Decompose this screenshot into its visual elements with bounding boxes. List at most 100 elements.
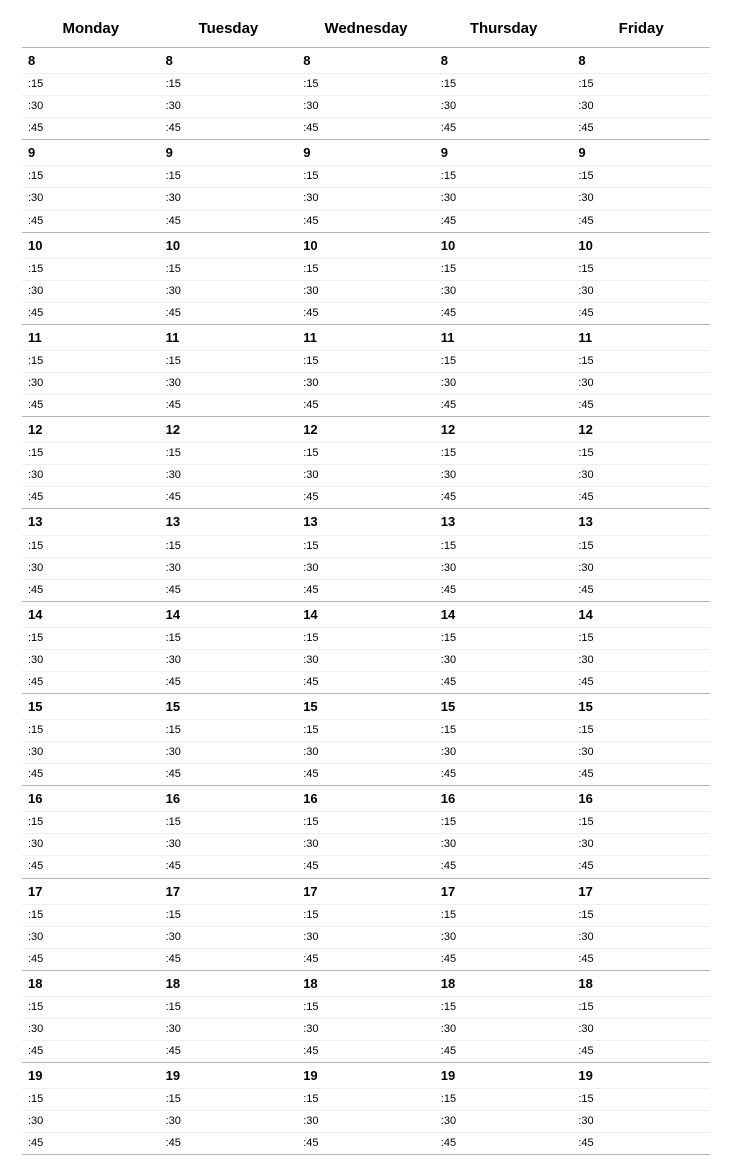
minute-label: :45: [435, 1133, 573, 1154]
minute-row: :15:15:15:15:15: [22, 443, 710, 465]
minute-label: :45: [297, 949, 435, 970]
hour-label: 9: [572, 140, 710, 165]
minute-label: :15: [160, 443, 298, 464]
minute-label: :15: [572, 812, 710, 833]
minute-label: :45: [572, 303, 710, 324]
minute-label: :15: [22, 1089, 160, 1110]
hour-label: 16: [572, 786, 710, 811]
minute-label: :45: [435, 118, 573, 139]
minute-label: :45: [22, 1133, 160, 1154]
minute-row: :15:15:15:15:15: [22, 812, 710, 834]
hour-label: 12: [435, 417, 573, 442]
day-header: Thursday: [435, 14, 573, 47]
minute-label: :15: [160, 536, 298, 557]
hour-label: 17: [160, 879, 298, 904]
minute-row: :15:15:15:15:15: [22, 905, 710, 927]
hour-block: 1111111111:15:15:15:15:15:30:30:30:30:30…: [22, 325, 710, 417]
minute-label: :45: [297, 580, 435, 601]
minute-label: :15: [22, 536, 160, 557]
minute-row: :45:45:45:45:45: [22, 303, 710, 324]
minute-row: :45:45:45:45:45: [22, 856, 710, 877]
minute-label: :15: [22, 997, 160, 1018]
hour-label: 17: [22, 879, 160, 904]
minute-label: :45: [160, 303, 298, 324]
hour-row: 1212121212: [22, 417, 710, 443]
hour-label: 13: [22, 509, 160, 534]
minute-label: :15: [435, 628, 573, 649]
hour-label: 14: [297, 602, 435, 627]
hour-label: 16: [160, 786, 298, 811]
hour-block: 1212121212:15:15:15:15:15:30:30:30:30:30…: [22, 417, 710, 509]
minute-label: :45: [22, 949, 160, 970]
minute-label: :45: [572, 1041, 710, 1062]
minute-row: :15:15:15:15:15: [22, 628, 710, 650]
hour-block: 1515151515:15:15:15:15:15:30:30:30:30:30…: [22, 694, 710, 786]
minute-label: :45: [435, 303, 573, 324]
minute-label: :45: [297, 764, 435, 785]
minute-label: :30: [22, 1111, 160, 1132]
hour-block: 1313131313:15:15:15:15:15:30:30:30:30:30…: [22, 509, 710, 601]
minute-label: :45: [160, 1133, 298, 1154]
hour-label: 19: [435, 1063, 573, 1088]
minute-label: :15: [572, 1089, 710, 1110]
minute-label: :15: [435, 1089, 573, 1110]
minute-label: :45: [297, 395, 435, 416]
minute-label: :15: [297, 812, 435, 833]
minute-row: :30:30:30:30:30: [22, 281, 710, 303]
minute-label: :30: [22, 188, 160, 209]
hour-label: 13: [297, 509, 435, 534]
hour-label: 9: [297, 140, 435, 165]
minute-label: :15: [22, 720, 160, 741]
minute-row: :30:30:30:30:30: [22, 650, 710, 672]
hour-block: 1919191919:15:15:15:15:15:30:30:30:30:30…: [22, 1063, 710, 1155]
minute-label: :45: [160, 395, 298, 416]
hour-block: 99999:15:15:15:15:15:30:30:30:30:30:45:4…: [22, 140, 710, 232]
hour-label: 16: [435, 786, 573, 811]
hour-label: 15: [297, 694, 435, 719]
minute-label: :45: [297, 118, 435, 139]
minute-label: :15: [297, 628, 435, 649]
hour-label: 19: [297, 1063, 435, 1088]
minute-label: :15: [22, 628, 160, 649]
minute-label: :45: [22, 580, 160, 601]
minute-label: :15: [297, 351, 435, 372]
minute-label: :15: [297, 259, 435, 280]
hour-label: 9: [160, 140, 298, 165]
minute-label: :30: [22, 465, 160, 486]
minute-label: :45: [22, 764, 160, 785]
minute-label: :45: [297, 487, 435, 508]
minute-row: :15:15:15:15:15: [22, 1089, 710, 1111]
minute-label: :15: [22, 812, 160, 833]
minute-label: :30: [435, 742, 573, 763]
minute-label: :45: [297, 211, 435, 232]
hour-row: 1919191919: [22, 1063, 710, 1089]
minute-label: :15: [435, 812, 573, 833]
minute-label: :30: [297, 281, 435, 302]
hour-label: 8: [435, 48, 573, 73]
hour-label: 15: [22, 694, 160, 719]
minute-label: :15: [572, 628, 710, 649]
hour-label: 14: [160, 602, 298, 627]
minute-label: :45: [572, 949, 710, 970]
minute-label: :30: [435, 188, 573, 209]
hour-row: 1111111111: [22, 325, 710, 351]
minute-label: :15: [297, 997, 435, 1018]
minute-label: :15: [297, 536, 435, 557]
minute-label: :15: [572, 997, 710, 1018]
hour-row: 1616161616: [22, 786, 710, 812]
minute-label: :15: [160, 628, 298, 649]
minute-label: :45: [160, 764, 298, 785]
minute-label: :30: [160, 96, 298, 117]
minute-label: :30: [22, 742, 160, 763]
minute-label: :45: [160, 856, 298, 877]
minute-label: :30: [297, 1111, 435, 1132]
hour-label: 18: [22, 971, 160, 996]
hour-label: 14: [572, 602, 710, 627]
minute-label: :15: [572, 905, 710, 926]
hour-label: 14: [22, 602, 160, 627]
hour-label: 13: [572, 509, 710, 534]
minute-label: :30: [160, 558, 298, 579]
minute-row: :30:30:30:30:30: [22, 834, 710, 856]
minute-label: :30: [160, 927, 298, 948]
minute-label: :30: [297, 188, 435, 209]
